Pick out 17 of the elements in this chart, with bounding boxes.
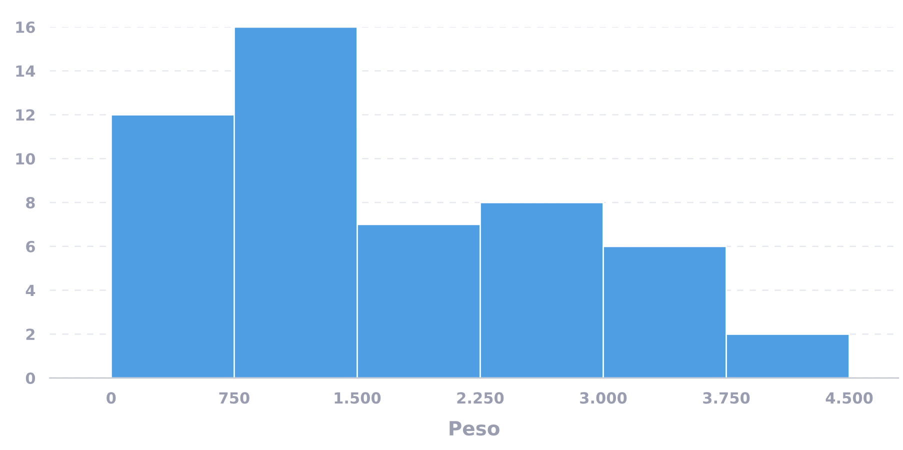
- y-tick-label: 14: [16, 66, 36, 77]
- x-tick-label: 750: [219, 392, 250, 404]
- y-tick-label: 4: [26, 284, 36, 296]
- x-tick-label: 1.500: [334, 392, 381, 404]
- y-tick-label: 2: [26, 328, 34, 340]
- x-tick-label: 3.000: [580, 392, 627, 404]
- x-tick-label: 3.750: [703, 392, 750, 404]
- y-tick-label: 0: [26, 372, 36, 384]
- y-tick-label: 8: [26, 196, 35, 209]
- y-tick-label: 12: [16, 109, 34, 121]
- x-tick-label: 0: [106, 392, 116, 404]
- y-tick-label: 16: [16, 21, 35, 34]
- y-tick-label: 10: [16, 153, 36, 165]
- x-tick-label: 2.250: [457, 392, 504, 404]
- y-tick-label: 6: [26, 240, 35, 252]
- x-tick-label: 4.500: [826, 392, 873, 404]
- x-axis-title: Peso: [450, 421, 500, 436]
